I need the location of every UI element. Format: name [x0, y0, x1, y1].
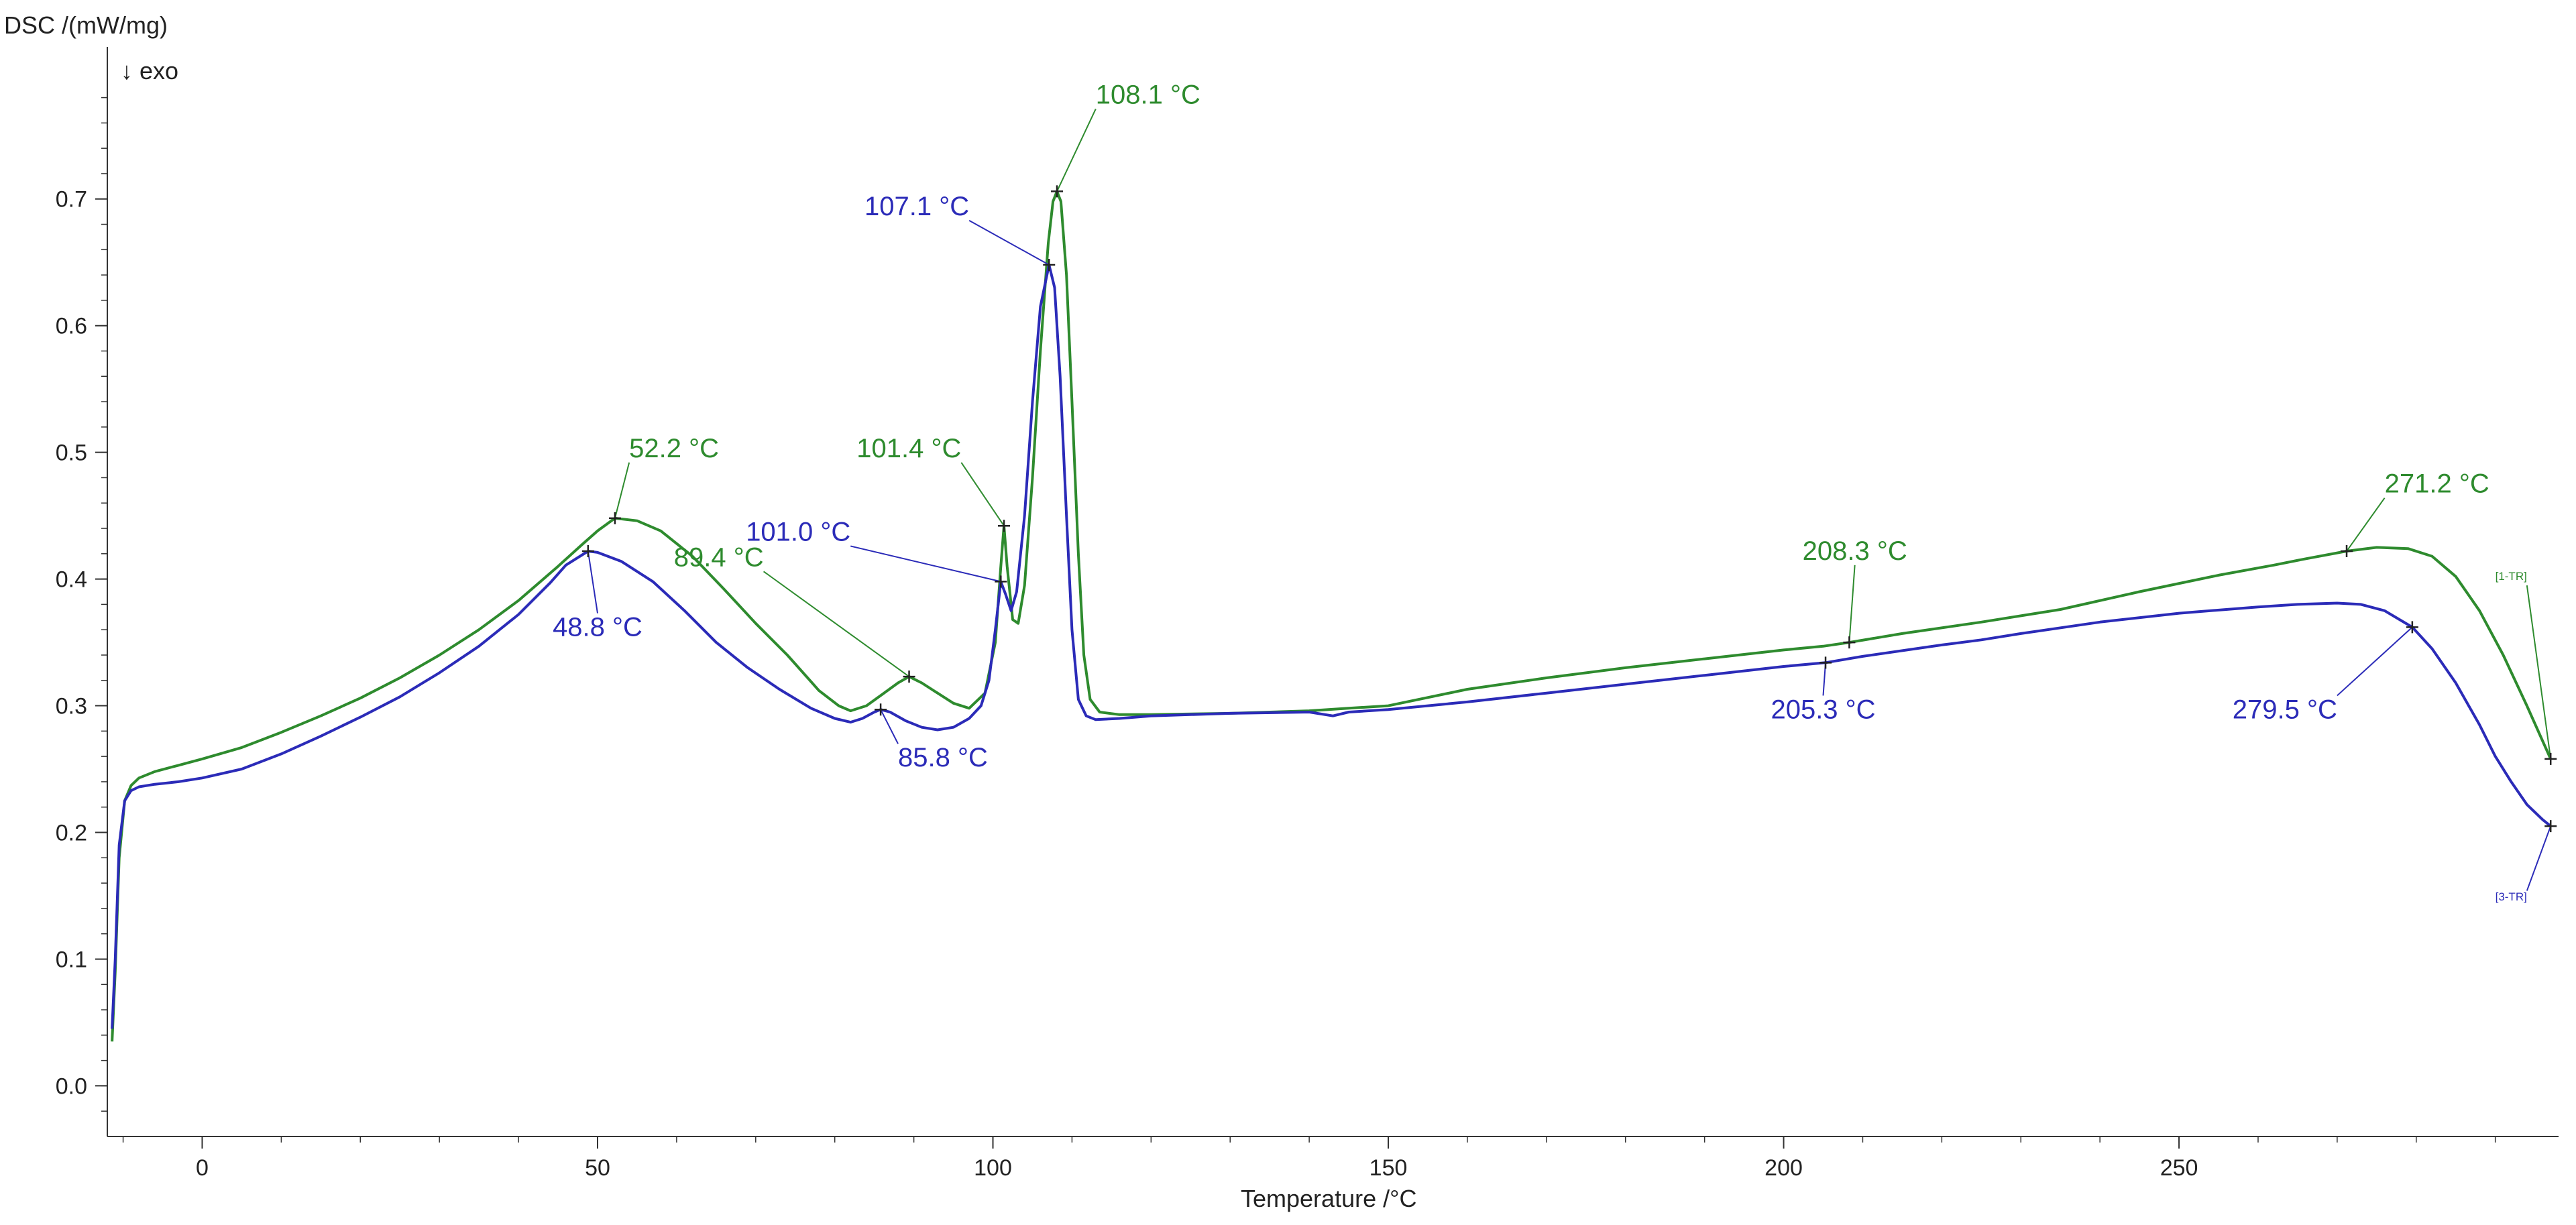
- y-axis-title: DSC /(mW/mg): [4, 11, 168, 39]
- leader-line: [587, 550, 598, 614]
- leader-line: [2346, 498, 2386, 552]
- peak-marker: [995, 575, 1007, 588]
- y-tick-label: 0.4: [56, 567, 87, 593]
- peak-temperature-label: 52.2 °C: [629, 434, 719, 463]
- leader-line: [1056, 109, 1097, 192]
- x-tick-label: 0: [196, 1155, 209, 1181]
- y-tick-label: 0.3: [56, 694, 87, 719]
- exo-direction-note: ↓ exo: [121, 57, 178, 84]
- peak-temperature-label: 85.8 °C: [898, 743, 988, 772]
- peak-marker: [581, 545, 594, 558]
- y-tick-label: 0.6: [56, 314, 87, 339]
- peak-marker: [1051, 185, 1064, 198]
- peak-marker: [875, 703, 887, 716]
- peak-temperature-label: 101.0 °C: [746, 517, 850, 546]
- annotation-layer: 52.2 °C 48.8 °C 89.4 °C 85.8 °C 101.4 °C 101.…: [553, 80, 2557, 903]
- leader-line: [1848, 565, 1856, 643]
- peak-marker: [2406, 621, 2418, 634]
- peak-marker: [608, 512, 621, 524]
- peak-temperature-label: 108.1 °C: [1096, 80, 1200, 110]
- x-tick-label: 250: [2160, 1155, 2198, 1181]
- y-tick-label: 0.0: [56, 1073, 87, 1099]
- x-axis-title: Temperature /°C: [1241, 1185, 1417, 1212]
- leader-line: [960, 462, 1005, 526]
- leader-line: [880, 709, 899, 744]
- peak-temperature-label: 205.3 °C: [1771, 695, 1875, 724]
- peak-marker: [1819, 656, 1832, 669]
- peak-temperature-label: 89.4 °C: [674, 542, 764, 572]
- peak-marker: [2544, 820, 2557, 833]
- peak-marker: [1043, 259, 1056, 271]
- leader-line: [968, 219, 1050, 266]
- x-tick-label: 50: [585, 1155, 610, 1181]
- leader-line: [850, 545, 1001, 583]
- peak-marker: [2341, 545, 2353, 558]
- x-tick-label: 100: [974, 1155, 1012, 1181]
- y-tick-label: 0.7: [56, 187, 87, 213]
- series-layer: [111, 190, 2553, 1042]
- y-tick-label: 0.2: [56, 821, 87, 846]
- series-line-1: [111, 190, 2553, 1042]
- series-line-2: [111, 264, 2552, 1029]
- peak-temperature-label: 279.5 °C: [2233, 695, 2337, 724]
- curve-name-label: [3-TR]: [2496, 890, 2527, 903]
- leader-line: [2337, 626, 2413, 697]
- peak-marker: [903, 670, 915, 683]
- leader-line: [614, 462, 630, 519]
- peak-temperature-label: 48.8 °C: [553, 613, 642, 642]
- peak-temperature-label: 101.4 °C: [856, 434, 961, 463]
- leader-line: [763, 571, 910, 677]
- peak-temperature-label: 271.2 °C: [2385, 469, 2489, 499]
- peak-marker: [1843, 636, 1856, 649]
- leader-line: [2526, 825, 2552, 891]
- leader-line: [2526, 585, 2552, 760]
- peak-temperature-label: 208.3 °C: [1803, 536, 1907, 566]
- peak-marker: [998, 520, 1011, 532]
- x-tick-label: 150: [1369, 1155, 1408, 1181]
- peak-temperature-label: 107.1 °C: [864, 192, 969, 221]
- peak-marker: [2544, 752, 2557, 765]
- curve-name-label: [1-TR]: [2496, 570, 2527, 583]
- x-tick-label: 200: [1765, 1155, 1803, 1181]
- y-tick-label: 0.5: [56, 441, 87, 466]
- axes-group: 0.0 0.1 0.2 0.3 0.4 0.5 0.6 0.7 0 50 100 150 200 250: [56, 47, 2559, 1181]
- y-tick-label: 0.1: [56, 947, 87, 972]
